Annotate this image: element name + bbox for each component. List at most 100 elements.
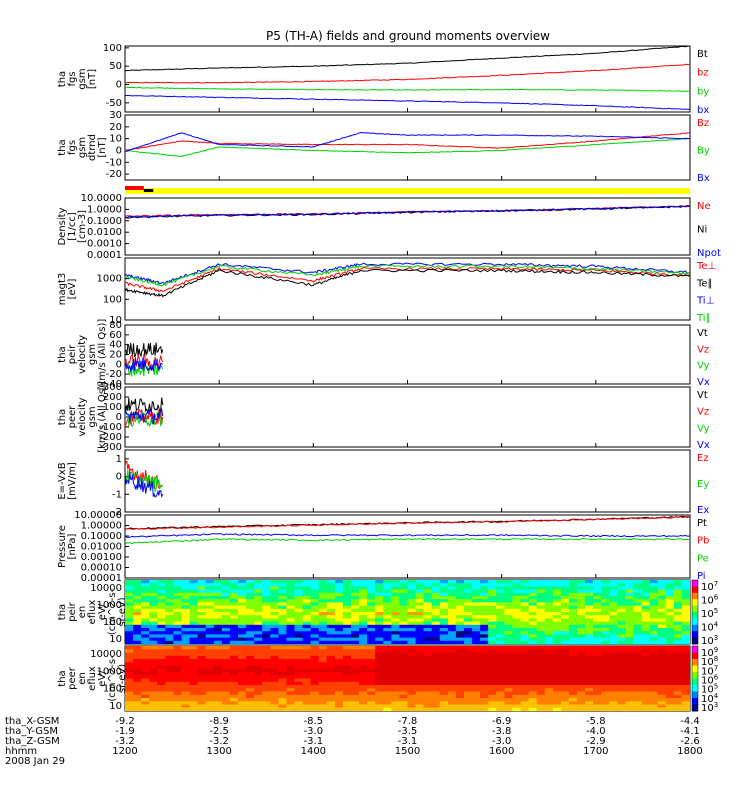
y-tick-label: 50 [109,61,122,72]
legend-item: Vx [697,440,710,451]
x-axis-row-value: -9.2 [115,716,135,727]
y-axis-label: dtrnd [87,134,98,161]
legend-item: Pi [697,571,706,582]
y-axis-label: [km/s (All Qs)] [97,319,108,391]
y-axis-label: tha [57,604,68,620]
y-tick-label: 200 [103,392,122,403]
y-tick-label: 10.00000 [74,510,122,521]
x-axis-row-value: -3.2 [209,736,229,747]
y-tick-label: 0 [116,80,122,91]
x-axis-row-value: -4.1 [680,726,700,737]
legend-item: by [697,86,709,97]
series-line-Vy [125,410,164,428]
x-axis-row-value: -4.4 [680,716,700,727]
legend-item: Vz [697,407,709,418]
series-line-Bx [125,131,690,152]
series-line-By [125,138,690,157]
series-line-Te⊥ [125,266,690,293]
legend-item: Bt [697,49,708,60]
y-tick-label: 10.0000 [81,193,122,204]
x-axis-row-value: -4.0 [586,726,606,737]
legend-item: Bz [697,118,709,129]
legend-item: Te⊥ [696,261,716,272]
status-bar-yellow [125,188,690,194]
legend-item: bz [697,68,709,79]
legend-item: Ey [697,479,709,490]
x-axis-row-value: -3.1 [304,736,324,747]
y-tick-label: 100 [103,684,122,695]
x-axis-row-value: -8.5 [304,716,324,727]
series-line-Pb [125,515,690,530]
x-axis-row-label: tha_X-GSM [5,716,59,727]
y-axis-label: eflux [87,600,98,625]
panel-frame [124,324,691,385]
x-axis-row-value: -3.8 [492,726,512,737]
y-axis-label: [mV/m] [67,462,78,500]
panel-frame [124,114,691,181]
y-axis-label: sr-eV) [117,664,128,693]
panel-peer_en_eflux: 10000 1000 100 10 tha peer en eflux eV/(cm^2-s-s… [57,645,719,714]
series-line-Bz [125,132,690,152]
y-tick-label: 100 [103,43,122,54]
y-axis-label: tha [57,409,68,425]
x-axis-row-value: 1300 [206,746,231,757]
y-axis-label: velocity [77,397,88,436]
panel-pressure: 10.000001.000000.100000.010000.001000.00… [57,510,709,584]
legend-item: Ex [697,505,709,516]
y-tick-label: 1000 [97,274,122,285]
y-tick-label: 10000 [90,649,122,660]
y-tick-label: 40 [109,340,122,351]
y-tick-label: 0.00010 [81,563,122,574]
legend-item: Te∥ [696,278,713,289]
y-tick-label: 10000 [90,583,122,594]
y-tick-label: 1000 [97,666,122,677]
x-axis-row-value: 1400 [301,746,326,757]
legend-item: Bx [697,173,710,184]
y-axis-label: magt3 [57,273,68,306]
series-line-Bt [125,46,690,72]
legend-item: Ni [697,225,707,236]
series-line-by [125,86,690,92]
y-axis-label: en [77,672,88,685]
y-tick-label: -2 [112,507,122,518]
legend-item: Vx [697,377,710,388]
y-tick-label: -100 [99,422,122,433]
x-axis-row-value: -3.1 [398,736,418,747]
legend-item: Ne [697,201,711,212]
y-tick-label: 1.00000 [81,521,122,532]
panel-fgs_gsm: 100 50 0 -50 tha fgs gsm [nT] Bt bz by bx [57,43,709,116]
y-tick-label: 0.01000 [81,542,122,553]
x-axis-row-value: -5.8 [586,716,606,727]
colorbar-tick-label: 105 [701,607,718,620]
panel-density: 10.00001.00000.10000.01000.00100.0001 Den… [57,193,721,261]
y-axis-label: sr-eV) [117,597,128,626]
series-line-Npot [125,205,690,219]
series-line-Vt [125,342,164,358]
x-axis-row-value: 1700 [583,746,608,757]
x-axis-row-value: -1.9 [115,726,135,737]
y-tick-label: -10 [106,157,122,168]
y-axis-label: [nPa] [67,533,78,559]
x-axis-row-value: -7.8 [398,716,418,727]
y-axis-label: [eV] [67,279,78,300]
y-tick-label: 0 [116,412,122,423]
x-axis-row-value: -2.9 [586,736,606,747]
y-tick-label: 1.0000 [87,204,122,215]
y-tick-label: -50 [106,98,122,109]
panel-frame [124,197,691,256]
y-tick-label: 30 [109,110,122,121]
y-tick-label: -40 [106,379,122,390]
y-tick-label: 0.10000 [81,531,122,542]
y-axis-label: (cm^2-s- [107,655,118,702]
colorbar-frame [691,645,699,712]
y-tick-label: -20 [106,169,122,180]
series-line-bx [125,94,690,110]
x-axis-row-label: tha_Z-GSM [5,736,60,747]
legend-item: Pb [697,536,709,547]
series-line-bz [125,63,690,84]
heatmap-cells [125,646,690,711]
colorbar-segment [692,605,698,613]
y-axis-label: peer [67,666,78,690]
